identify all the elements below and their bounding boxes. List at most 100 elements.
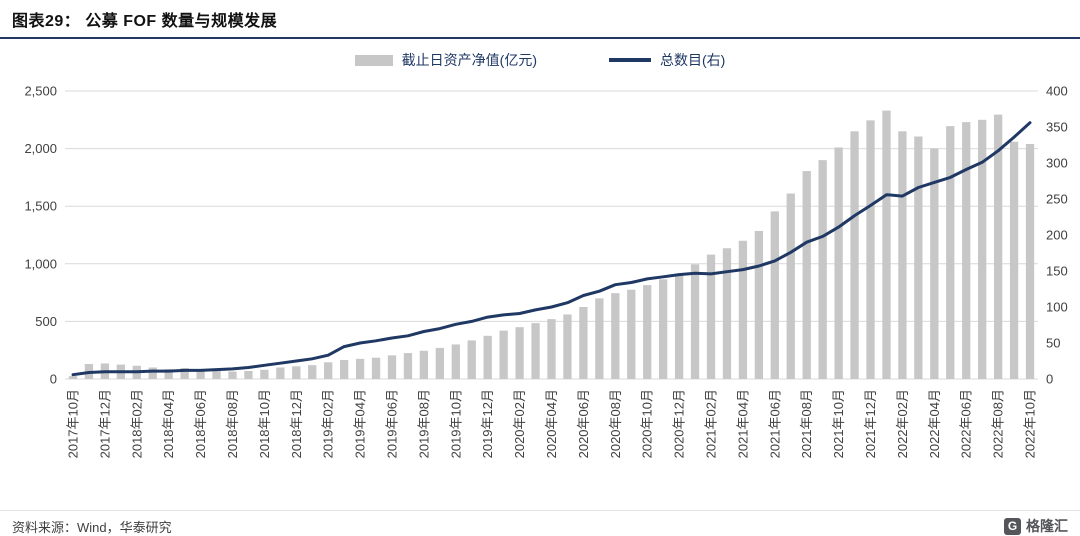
x-tick-label: 2022年04月 (927, 389, 942, 458)
source-note: 资料来源：Wind，华泰研究 (12, 519, 172, 535)
bar (834, 147, 843, 379)
y-right-tick-label: 350 (1046, 120, 1068, 135)
bar (355, 358, 365, 379)
y-left-tick-label: 1,000 (24, 256, 57, 271)
bar (993, 114, 1003, 379)
x-tick-label: 2021年10月 (831, 389, 846, 458)
bar (483, 335, 492, 379)
y-left-tick-label: 0 (50, 372, 57, 387)
x-tick-label: 2020年12月 (672, 389, 687, 458)
x-axis-labels: 2017年10月 2017年12月 2018年02月 2018年04月 2018年06月… (65, 389, 1037, 458)
y-right-tick-label: 150 (1046, 264, 1068, 279)
bar (403, 353, 413, 379)
bar (244, 370, 253, 379)
bar (563, 314, 572, 379)
x-tick-label: 2018年10月 (257, 389, 272, 458)
x-tick-label: 2019年12月 (480, 389, 495, 458)
bar (68, 376, 78, 379)
x-tick-label: 2018年08月 (225, 389, 240, 458)
bar (451, 344, 460, 379)
gelonghui-logo-icon: G (1004, 517, 1021, 535)
bar (164, 369, 173, 379)
bar (866, 120, 875, 379)
x-tick-label: 2022年02月 (895, 389, 910, 458)
x-tick-label: 2021年02月 (704, 389, 719, 458)
bar (754, 230, 764, 379)
x-tick-label: 2020年02月 (512, 389, 527, 458)
bar (467, 340, 476, 379)
x-tick-label: 2018年12月 (289, 389, 304, 458)
grid-and-axes: 0 500 1,000 1,500 2,000 2,500 0 50 100 150 200 250 3… (24, 84, 1067, 387)
x-tick-label: 2019年04月 (353, 389, 368, 458)
x-tick-label: 2018年02月 (129, 389, 144, 458)
y-right-tick-label: 250 (1046, 192, 1068, 207)
x-tick-label: 2022年08月 (991, 389, 1006, 458)
chart-svg: 0 500 1,000 1,500 2,000 2,500 0 50 100 150 200 250 3… (24, 84, 1067, 459)
bar (786, 193, 795, 379)
x-tick-label: 2017年10月 (65, 389, 80, 458)
legend-bar-swatch (354, 54, 393, 66)
bar (531, 323, 540, 379)
bar (722, 248, 732, 379)
bar (387, 355, 397, 379)
legend-line-swatch (609, 58, 651, 62)
bar (1009, 141, 1019, 379)
bar (802, 171, 811, 379)
bar (276, 367, 285, 379)
x-tick-label: 2020年04月 (544, 389, 559, 458)
bar (260, 369, 269, 379)
bar (930, 148, 939, 379)
x-tick-label: 2019年08月 (416, 389, 431, 458)
y-right-tick-label: 50 (1046, 336, 1060, 351)
x-tick-label: 2019年06月 (384, 389, 399, 458)
x-tick-label: 2021年06月 (767, 389, 782, 458)
bar (882, 110, 891, 380)
line-series (71, 121, 1032, 377)
x-tick-label: 2017年12月 (97, 389, 112, 458)
x-tick-label: 2019年02月 (321, 389, 336, 458)
x-tick-label: 2021年12月 (863, 389, 878, 458)
legend-bar-label: 截止日资产净值(亿元) (401, 52, 537, 68)
x-tick-label: 2022年10月 (1023, 389, 1038, 458)
x-tick-label: 2022年06月 (959, 389, 974, 458)
bar (292, 366, 301, 379)
bar (308, 365, 317, 379)
bar (770, 211, 779, 379)
bar (515, 327, 524, 379)
bar (579, 307, 588, 379)
y-right-tick-label: 300 (1046, 156, 1068, 171)
bar (706, 254, 716, 379)
y-left-tick-label: 1,500 (24, 199, 57, 214)
bar (180, 368, 189, 379)
bar (547, 319, 556, 379)
bar (627, 289, 636, 379)
y-left-tick-label: 2,500 (24, 84, 57, 99)
x-tick-label: 2020年08月 (608, 389, 623, 458)
y-right-tick-label: 0 (1046, 372, 1053, 387)
bar (339, 359, 349, 379)
x-tick-label: 2020年10月 (640, 389, 655, 458)
y-right-tick-label: 100 (1046, 300, 1068, 315)
bar (499, 330, 508, 379)
bar (611, 293, 620, 379)
bar (674, 274, 684, 379)
y-right-tick-label: 400 (1046, 84, 1068, 99)
bar (148, 367, 157, 379)
x-tick-label: 2021年08月 (799, 389, 814, 458)
bar (595, 298, 604, 379)
page-title: 图表29： 公募 FOF 数量与规模发展 (12, 13, 278, 30)
bar (978, 119, 987, 380)
bar (1025, 143, 1035, 379)
gelonghui-logo-text: 格隆汇 (1026, 518, 1068, 534)
bar (962, 122, 971, 379)
bar (435, 347, 444, 379)
bar (212, 370, 221, 379)
legend-item-bar: 截止日资产净值(亿元) (354, 50, 537, 70)
x-tick-label: 2018年04月 (161, 389, 176, 458)
x-tick-label: 2021年04月 (735, 389, 750, 458)
bar (850, 131, 859, 379)
bar (228, 371, 237, 379)
bar (690, 264, 700, 379)
bar (659, 279, 668, 379)
